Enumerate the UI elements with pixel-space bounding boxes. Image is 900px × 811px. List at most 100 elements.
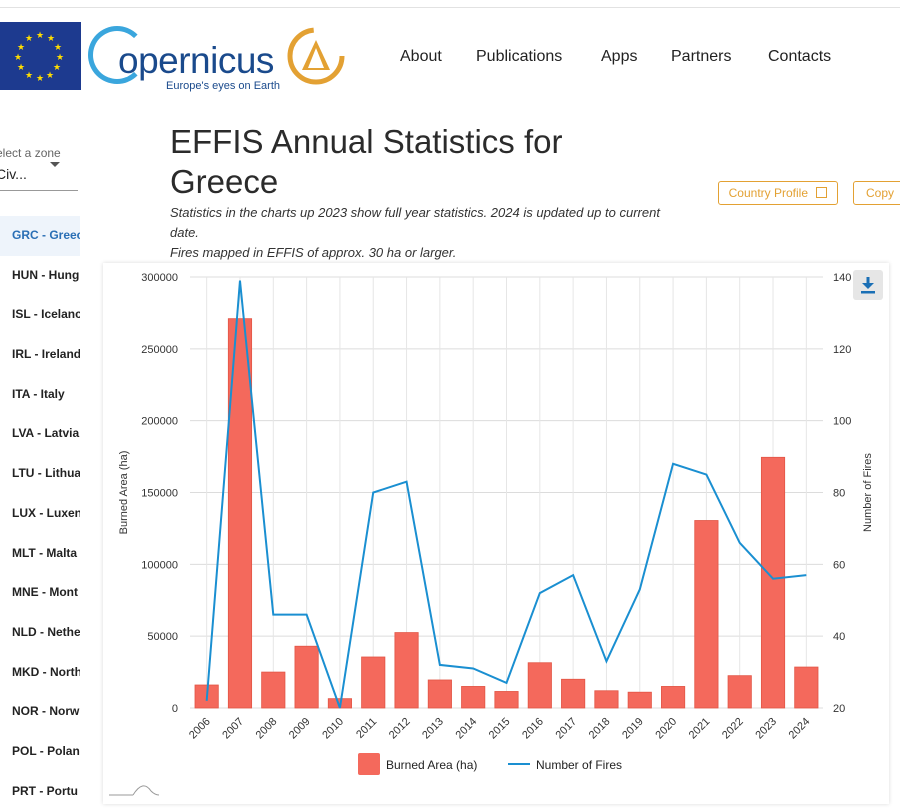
bar [427,679,452,709]
nav-apps[interactable]: Apps [601,48,638,65]
y-tick-label: 300000 [141,272,178,284]
sidebar-item-country[interactable]: HUN - Hung [12,267,80,282]
x-tick-label: 2021 [687,716,713,742]
sidebar-item-country[interactable]: GRC - Greec [0,216,80,256]
download-icon [861,277,875,294]
subtitle-line-2: Fires mapped in EFFIS of approx. 30 ha o… [170,245,457,260]
top-divider [0,7,900,8]
y2-tick-label: 40 [833,631,845,643]
sidebar-item-country[interactable]: NLD - Nethe [12,624,80,639]
y2-tick-label: 60 [833,559,845,571]
sidebar-item-country[interactable]: PRT - Portu [12,783,78,798]
x-tick-label: 2019 [620,716,646,742]
x-tick-label: 2013 [420,716,446,742]
x-tick-label: 2017 [553,716,579,742]
burned-area-chart: 0 50000 100000 150000 200000 250000 300000 20 40… [109,272,874,796]
bar [727,675,752,709]
x-tick-label: 2014 [454,716,480,742]
zone-select-label: elect a zone [0,146,61,160]
x-tick-label: 2015 [487,716,513,742]
zone-select-value: Civ... [0,166,27,182]
nav-partners[interactable]: Partners [671,48,732,65]
zone-select[interactable]: Civ... [0,162,78,191]
sidebar-item-country[interactable]: ISL - Icelanc [12,307,80,322]
bar [261,671,286,709]
x-tick-label: 2022 [720,716,746,742]
chart-card: 0 50000 100000 150000 200000 250000 300000 20 40… [103,263,889,804]
y2-tick-label: 20 [833,703,845,715]
bar [527,662,552,709]
copernicus-emblem-icon [287,27,345,85]
sidebar-item-country[interactable]: ITA - Italy [12,386,65,401]
logo-ring-icon [88,26,146,84]
nav-publications[interactable]: Publications [476,48,563,65]
y2-tick-label: 80 [833,488,845,500]
y2-tick-label: 140 [833,272,851,284]
bar [294,645,319,709]
y-tick-label: 100000 [141,559,178,571]
x-tick-label: 2008 [254,716,280,742]
y-tick-label: 150000 [141,488,178,500]
x-tick-label: 2023 [753,716,779,742]
logo-tagline: Europe's eyes on Earth [166,80,281,92]
page-subtitle: Statistics in the charts up 2023 show fu… [170,203,690,263]
x-tick-label: 2011 [354,716,379,741]
sidebar-item-country[interactable]: MLT - Malta [12,545,78,560]
country-profile-label: Country Profile [728,186,809,200]
bar [461,686,486,709]
x-tick-label: 2018 [587,716,613,742]
navigator-sparkline-icon [109,785,160,796]
subtitle-line-1: Statistics in the charts up 2023 show fu… [170,205,660,240]
bar [361,656,386,709]
sidebar-item-country[interactable]: LVA - Latvia [12,426,80,441]
sidebar-item-country[interactable]: POL - Polan [12,743,80,758]
y-tick-label: 250000 [141,344,178,356]
sidebar-item-country[interactable]: IRL - Ireland [12,347,80,362]
legend-swatch-bar [358,753,380,775]
bar [794,666,819,709]
x-tick-label: 2007 [220,716,246,742]
copernicus-logo[interactable]: opernicus Europe's eyes on Earth [88,22,358,96]
y-tick-label: 50000 [147,631,178,643]
bar [394,632,419,709]
country-profile-button[interactable]: Country Profile [718,181,838,205]
page-title: EFFIS Annual Statistics for Greece [170,123,563,200]
y-axis-label: Burned Area (ha) [118,451,130,535]
x-tick-label: 2016 [520,716,546,742]
y-tick-label: 0 [172,703,178,715]
legend-label: Burned Area (ha) [386,758,477,772]
country-list: GRC - Greec HUN - Hung ISL - Icelanc IRL - … [0,216,80,811]
external-link-icon [816,187,828,198]
nav-about[interactable]: About [400,48,442,65]
legend-label: Number of Fires [536,758,622,772]
sidebar-item-country[interactable]: NOR - Norw [12,704,80,719]
sidebar-item-country[interactable]: LUX - Luxen [12,505,80,520]
sidebar-item-country[interactable]: MKD - North [12,664,80,679]
x-tick-label: 2010 [320,716,346,742]
bar [227,318,253,709]
y2-tick-label: 120 [833,344,851,356]
nav-contacts[interactable]: Contacts [768,48,832,65]
logo-wordmark: opernicus [118,40,274,81]
sidebar-item-country[interactable]: LTU - Lithua [12,466,80,481]
y-tick-label: 200000 [141,416,178,428]
download-button[interactable] [853,270,883,300]
x-tick-label: 2024 [787,716,813,742]
eu-flag-logo: ★ ★ ★ ★ ★ ★ ★ ★ ★ ★ ★ ★ [0,22,81,90]
chevron-down-icon [50,162,60,167]
bar [760,456,786,709]
x-tick-label: 2009 [287,716,313,742]
series-line [205,280,807,709]
bar [594,690,619,709]
sidebar-item-country[interactable]: MNE - Mont [12,585,78,600]
bar [661,686,686,709]
x-tick-label: 2012 [387,716,413,742]
bar [694,520,719,709]
y2-tick-label: 100 [833,416,851,428]
copy-label: Copy [866,186,895,200]
bar [494,691,519,709]
bar [561,678,586,709]
bar [627,691,652,709]
copy-button[interactable]: Copy [853,181,900,205]
x-tick-label: 2020 [653,716,679,742]
